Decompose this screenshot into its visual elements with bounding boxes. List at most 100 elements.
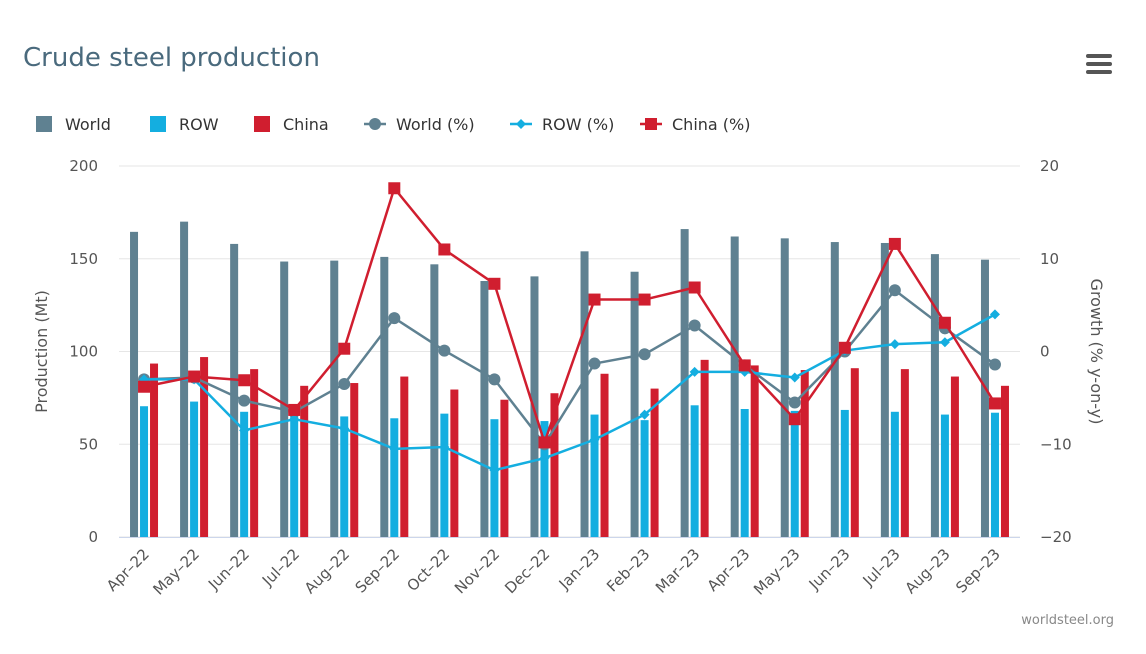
chart-title: Crude steel production bbox=[23, 43, 320, 73]
bar-china bbox=[900, 369, 909, 537]
bar-row bbox=[190, 401, 199, 537]
x-tick-label: Sep–23 bbox=[952, 545, 1004, 597]
bar-china bbox=[350, 383, 359, 537]
point-world bbox=[388, 312, 401, 325]
point-china bbox=[888, 237, 901, 250]
legend-label: ROW (%) bbox=[542, 115, 614, 134]
line-row bbox=[144, 313, 996, 472]
point-china bbox=[238, 374, 251, 387]
bar-row bbox=[540, 421, 549, 537]
line-series bbox=[138, 182, 1001, 476]
x-tick-label: May–23 bbox=[750, 545, 803, 598]
bar-world bbox=[680, 229, 689, 537]
y2-tick-label: 10 bbox=[1040, 250, 1059, 268]
bar-row bbox=[640, 420, 649, 537]
legend-label: World (%) bbox=[396, 115, 475, 134]
point-row bbox=[889, 339, 900, 350]
y2-tick-label: −20 bbox=[1040, 528, 1072, 546]
point-china bbox=[588, 293, 601, 306]
bar-world bbox=[880, 242, 889, 538]
x-tick-label: Oct–22 bbox=[403, 545, 453, 595]
bar-china bbox=[800, 370, 809, 537]
point-china bbox=[438, 243, 451, 256]
legend: World ROW China World (%) ROW (%) China (%) bbox=[36, 115, 750, 134]
point-china bbox=[388, 182, 401, 195]
hamburger-menu-icon bbox=[1086, 54, 1112, 74]
bar-world bbox=[230, 243, 239, 537]
point-china bbox=[788, 413, 801, 426]
point-china bbox=[288, 403, 301, 416]
bar-world bbox=[380, 256, 389, 537]
y-tick-label: 150 bbox=[69, 250, 98, 268]
point-row bbox=[439, 442, 450, 453]
bar-row bbox=[390, 418, 399, 537]
legend-swatch bbox=[36, 116, 52, 132]
point-row bbox=[989, 309, 1000, 320]
bar-row bbox=[140, 406, 149, 537]
bar-row bbox=[890, 411, 899, 537]
bar-row bbox=[790, 410, 799, 537]
bar-world bbox=[730, 236, 739, 538]
point-row bbox=[939, 337, 950, 348]
x-tick-label: Jul–22 bbox=[258, 545, 303, 590]
bar-world bbox=[830, 242, 839, 537]
bar-china bbox=[200, 357, 209, 537]
bar-world bbox=[630, 271, 639, 537]
bar-world bbox=[430, 264, 439, 537]
x-tick-label: Feb–23 bbox=[603, 545, 653, 595]
point-world bbox=[488, 373, 501, 386]
legend-swatch bbox=[150, 116, 166, 132]
point-china bbox=[138, 380, 151, 393]
point-world bbox=[988, 358, 1001, 371]
point-china bbox=[338, 342, 351, 355]
bar-world bbox=[580, 251, 589, 537]
y-tick-label: 100 bbox=[69, 343, 98, 361]
bar-china bbox=[250, 369, 259, 537]
bar-row bbox=[840, 409, 849, 537]
x-tick-label: Jan–23 bbox=[555, 545, 604, 594]
x-tick-label: Dec–22 bbox=[501, 545, 553, 597]
x-tick-label: Jul–23 bbox=[859, 545, 904, 590]
x-tick-label: Jun–22 bbox=[204, 545, 253, 594]
point-world bbox=[588, 357, 601, 370]
menu-button[interactable] bbox=[1080, 46, 1118, 82]
point-china bbox=[538, 436, 551, 449]
y-tick-label: 50 bbox=[79, 435, 98, 453]
point-world bbox=[788, 396, 801, 409]
legend-item-china[interactable]: China (%) bbox=[640, 115, 750, 134]
legend-item-china[interactable]: China bbox=[254, 115, 329, 134]
legend-item-row[interactable]: ROW (%) bbox=[510, 115, 614, 134]
point-world bbox=[888, 284, 901, 297]
y2-tick-label: 0 bbox=[1040, 343, 1050, 361]
legend-label: ROW bbox=[179, 115, 219, 134]
bar-row bbox=[290, 413, 299, 537]
legend-marker bbox=[369, 118, 381, 130]
legend-swatch bbox=[254, 116, 270, 132]
legend-item-row[interactable]: ROW bbox=[150, 115, 219, 134]
y2-tick-label: −10 bbox=[1040, 435, 1072, 453]
bar-row bbox=[690, 405, 699, 537]
point-row bbox=[289, 414, 300, 425]
credit-link[interactable]: worldsteel.org bbox=[1021, 613, 1114, 628]
point-row bbox=[489, 465, 500, 476]
x-tick-label: Apr–23 bbox=[704, 545, 754, 595]
point-world bbox=[638, 348, 651, 361]
bar-china bbox=[1000, 385, 1009, 537]
bar-china bbox=[750, 365, 759, 537]
point-china bbox=[738, 359, 751, 372]
x-tick-label: Apr–22 bbox=[103, 545, 153, 595]
legend-item-world[interactable]: World bbox=[36, 115, 111, 134]
legend-marker bbox=[516, 119, 526, 129]
legend-item-world[interactable]: World (%) bbox=[364, 115, 475, 134]
bar-china bbox=[650, 388, 659, 537]
y-axis-title: Production (Mt) bbox=[32, 290, 51, 413]
bar-row bbox=[340, 416, 349, 537]
bar-world bbox=[930, 254, 939, 538]
bar-row bbox=[490, 419, 499, 537]
point-row bbox=[589, 434, 600, 445]
bar-row bbox=[590, 414, 599, 537]
y-tick-label: 200 bbox=[69, 157, 98, 175]
bar-world bbox=[480, 281, 489, 537]
bar-row bbox=[940, 414, 949, 537]
